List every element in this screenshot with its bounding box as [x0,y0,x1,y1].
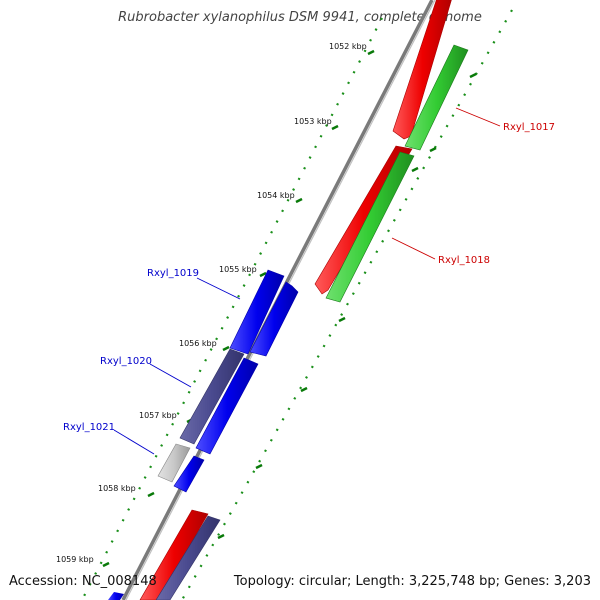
tick-label-1059: 1059 kbp [56,555,94,564]
outer-tick-1053 [429,146,437,153]
gene-rxyl-1017-green[interactable] [404,44,469,151]
leader-rxyl-1019 [196,277,241,300]
leader-rxyl-1020 [149,363,192,388]
outer-tick-1055 [338,316,346,323]
gene-blue-bottom[interactable] [108,592,124,600]
tick-label-1054: 1054 kbp [257,191,295,200]
gene-red-top[interactable] [392,0,452,140]
tick-labels: 1052 kbp 1053 kbp 1054 kbp 1055 kbp 1056… [56,42,367,564]
gene-green-lower[interactable] [325,151,415,303]
outer-tick-1052 [469,72,477,79]
leader-rxyl-1018 [391,237,436,260]
gene-rxyl-1019-blue[interactable] [229,269,285,355]
label-leaders [113,107,501,455]
label-rxyl-1017[interactable]: Rxyl_1017 [503,122,555,133]
tick-label-1057: 1057 kbp [139,411,177,420]
tick-1053 [331,124,339,131]
tick-1055 [259,271,267,278]
gene-red-bottom[interactable] [139,509,209,600]
outer-tick-1057 [255,463,263,470]
tick-label-1058: 1058 kbp [98,484,136,493]
gene-labels: Rxyl_1017 Rxyl_1018 Rxyl_1019 Rxyl_1020 … [63,122,555,433]
tick-label-1053: 1053 kbp [294,117,332,126]
outer-tick-1056 [300,386,308,393]
genome-summary-text: Topology: circular; Length: 3,225,748 bp… [233,574,591,589]
label-rxyl-1018[interactable]: Rxyl_1018 [438,255,490,266]
inner-dotted-ring [81,17,383,600]
leader-rxyl-1021 [113,429,155,455]
outer-dotted-ring [181,9,513,600]
tick-1059 [102,561,110,568]
tick-1058 [147,491,155,498]
tick-1054 [295,197,303,204]
gene-blue-middle[interactable] [195,357,259,455]
tick-marks [102,49,477,568]
outer-tick-1058 [217,533,225,540]
reverse-strand-genes [155,44,469,600]
tick-label-1056: 1056 kbp [179,339,217,348]
outer-tick-1054 [411,166,419,173]
tick-1052 [367,49,375,56]
map-title: Rubrobacter xylanophilus DSM 9941, compl… [118,10,482,25]
gene-blue-arrow[interactable] [249,281,299,357]
gene-blue-short[interactable] [173,455,205,493]
accession-text: Accession: NC_008148 [9,574,157,589]
label-rxyl-1019[interactable]: Rxyl_1019 [147,268,199,279]
forward-strand-genes [108,0,452,600]
label-rxyl-1021[interactable]: Rxyl_1021 [63,422,115,433]
gene-rxyl-1020-purple[interactable] [179,348,245,445]
gene-rxyl-1021-gray[interactable] [157,443,191,483]
dotted-rings [81,9,513,600]
tick-1056 [222,345,230,352]
leader-rxyl-1017 [455,107,501,127]
gene-purple-bottom[interactable] [155,515,221,600]
tick-label-1052: 1052 kbp [329,42,367,51]
label-rxyl-1020[interactable]: Rxyl_1020 [100,356,152,367]
tick-label-1055: 1055 kbp [219,265,257,274]
